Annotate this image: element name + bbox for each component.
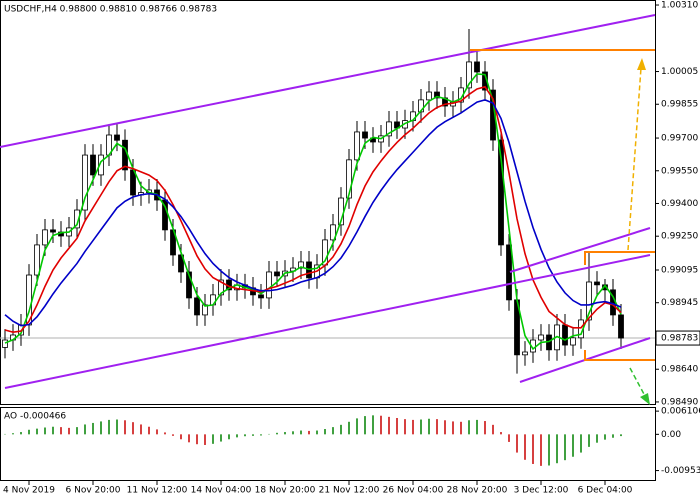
y-tick-label: 0.98640 — [661, 365, 698, 375]
candle-body — [426, 91, 432, 101]
y-tick-label: 0.99855 — [661, 100, 698, 110]
candle-body — [594, 281, 600, 286]
candle-body — [298, 261, 304, 269]
x-tick-label: 14 Nov 04:00 — [191, 486, 252, 496]
candle-body — [474, 61, 480, 73]
moving-average — [4, 99, 622, 327]
y-tick-label: 1.00005 — [661, 67, 698, 77]
candle-body — [570, 337, 576, 346]
candle-body — [522, 351, 528, 356]
candle-body — [266, 271, 272, 299]
moving-average — [4, 73, 622, 351]
ao-panel — [0, 407, 656, 481]
x-tick-label: 11 Nov 12:00 — [127, 486, 188, 496]
main-panel — [0, 0, 656, 405]
x-tick-label: 28 Nov 20:00 — [447, 486, 508, 496]
candle-body — [498, 139, 504, 246]
level-line — [584, 350, 655, 361]
x-tick-label: 18 Nov 20:00 — [255, 486, 316, 496]
candle-body — [98, 154, 104, 176]
x-tick-label: 26 Nov 04:00 — [383, 486, 444, 496]
drawings — [0, 14, 656, 405]
trend-line — [0, 14, 656, 148]
candle-body — [538, 334, 544, 341]
y-tick-label: 0.99095 — [661, 266, 698, 276]
candle-body — [34, 244, 40, 276]
indicator-title: AO -0.000466 — [4, 412, 66, 422]
forecast-arrow — [629, 367, 646, 397]
candle-body — [114, 134, 120, 141]
x-tick-label: 3 Dec 12:00 — [514, 486, 569, 496]
y-tick-label: -0.009533 — [661, 466, 700, 476]
candle-body — [618, 314, 624, 339]
candle-body — [354, 131, 360, 161]
x-tick-label: 21 Nov 12:00 — [319, 486, 380, 496]
candle-body — [466, 61, 472, 89]
y-tick-label: 0.00 — [661, 430, 681, 440]
y-tick-label: 0.99250 — [661, 232, 698, 242]
price-box — [655, 330, 700, 346]
trend-line — [509, 227, 651, 273]
candle-body — [2, 339, 8, 348]
candle-body — [258, 294, 264, 299]
candle-body — [218, 279, 224, 296]
candle-body — [362, 131, 368, 139]
forecast-arrow — [627, 67, 642, 251]
candle-body — [274, 271, 280, 277]
candle-body — [122, 139, 128, 171]
y-tick-label: 0.99400 — [661, 199, 698, 209]
y-tick-label: 0.98945 — [661, 298, 698, 308]
candle-body — [386, 121, 392, 137]
arrow-head — [640, 393, 650, 405]
candle-body — [82, 154, 88, 211]
chart-title: USDCHF,H4 0.98800 0.98810 0.98766 0.9878… — [4, 5, 217, 15]
y-tick-label: 0.98490 — [661, 397, 698, 407]
candle-body — [562, 324, 568, 346]
candle-body — [90, 154, 96, 176]
candle-body — [186, 271, 192, 299]
candle-body — [346, 159, 352, 199]
x-tick-label: 6 Dec 04:00 — [578, 486, 633, 496]
candle-body — [42, 229, 48, 246]
y-tick-label: 0.99700 — [661, 134, 698, 144]
candle-body — [586, 281, 592, 321]
y-tick-label: 0.99550 — [661, 166, 698, 176]
x-tick-label: 6 Nov 20:00 — [66, 486, 121, 496]
candle-body — [194, 297, 200, 316]
candle-body — [330, 224, 336, 241]
x-tick-label: 4 Nov 2019 — [3, 486, 55, 496]
moving-average — [4, 85, 622, 333]
trend-line — [4, 254, 651, 389]
y-tick-label: 1.00310 — [661, 1, 698, 11]
candle-body — [50, 229, 56, 233]
last-price-label: 0.98783 — [661, 334, 698, 344]
candle-body — [434, 91, 440, 99]
level-line — [584, 251, 655, 265]
candle-body — [178, 254, 184, 273]
arrow-head — [637, 58, 646, 70]
y-tick-label: 0.006106 — [661, 407, 700, 417]
